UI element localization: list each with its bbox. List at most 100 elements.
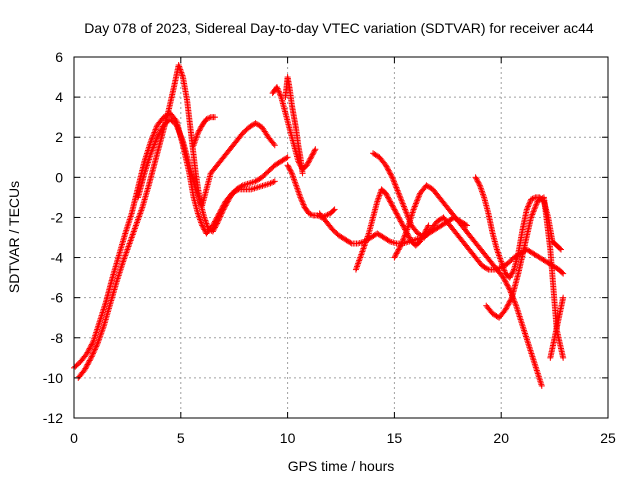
data-point	[387, 171, 394, 178]
data-point	[149, 145, 156, 152]
data-point	[394, 187, 401, 194]
data-point	[177, 132, 184, 139]
data-point	[528, 214, 535, 221]
data-point	[288, 168, 295, 175]
data-point	[385, 195, 392, 202]
data-point	[308, 211, 315, 218]
x-tick-label: 15	[387, 430, 403, 446]
data-point	[221, 205, 228, 212]
data-point	[405, 233, 412, 240]
data-point	[389, 175, 396, 182]
data-point	[401, 232, 408, 239]
data-point	[411, 204, 418, 211]
data-point	[152, 138, 159, 145]
data-point	[83, 350, 90, 357]
data-point	[324, 211, 331, 218]
y-tick-label: -8	[51, 330, 64, 346]
data-point	[529, 210, 536, 217]
data-point	[403, 209, 410, 216]
data-point	[394, 211, 401, 218]
data-point	[193, 189, 200, 196]
data-point	[425, 222, 432, 229]
data-point	[525, 203, 532, 210]
data-point	[323, 212, 330, 219]
data-point	[174, 123, 181, 130]
data-point	[88, 353, 95, 360]
data-point	[306, 156, 313, 163]
data-point	[400, 203, 407, 210]
data-point	[88, 341, 95, 348]
data-point	[506, 286, 513, 293]
data-point	[151, 128, 158, 135]
data-point	[402, 230, 409, 237]
data-point	[224, 199, 231, 206]
data-point	[386, 168, 393, 175]
data-point	[398, 197, 405, 204]
data-point	[157, 127, 164, 134]
data-point	[396, 245, 403, 252]
data-point	[507, 297, 514, 304]
data-point	[401, 233, 408, 240]
y-tick-label: -12	[43, 410, 63, 426]
data-point	[412, 200, 419, 207]
data-point	[412, 202, 419, 209]
data-point	[276, 91, 283, 98]
data-point	[394, 247, 401, 254]
x-tick-label: 0	[70, 430, 78, 446]
data-point	[84, 349, 91, 356]
data-point	[300, 201, 307, 208]
data-point	[85, 346, 92, 353]
data-point	[155, 132, 162, 139]
data-point	[270, 140, 277, 147]
data-point	[506, 274, 513, 281]
data-point	[209, 228, 216, 235]
data-point	[560, 354, 567, 361]
data-point	[464, 222, 471, 229]
data-point	[86, 345, 93, 352]
data-point	[402, 207, 409, 214]
data-point	[387, 199, 394, 206]
data-point	[299, 170, 306, 177]
data-point	[397, 194, 404, 201]
data-point	[393, 210, 400, 217]
data-point	[85, 348, 92, 355]
data-point	[196, 127, 203, 134]
data-point	[529, 211, 536, 218]
data-point	[84, 361, 91, 368]
y-tick-labels: -12 -10 -8 -6 -4 -2 0 2 4 6	[43, 49, 63, 426]
data-point	[86, 357, 93, 364]
data-point	[219, 207, 226, 214]
data-point	[174, 125, 181, 132]
data-point	[526, 200, 533, 207]
data-point	[398, 196, 405, 203]
data-point	[506, 285, 513, 292]
data-point	[215, 217, 222, 224]
y-tick-label: -2	[51, 209, 64, 225]
data-point	[297, 194, 304, 201]
data-point	[83, 364, 90, 371]
data-point	[388, 172, 395, 179]
data-point	[211, 225, 218, 232]
x-tick-label: 10	[280, 430, 296, 446]
data-point	[331, 206, 338, 213]
data-point	[388, 201, 395, 208]
data-point	[153, 125, 160, 132]
data-point	[196, 195, 203, 202]
data-point	[217, 212, 224, 219]
data-point	[275, 86, 282, 93]
data-point	[505, 301, 512, 308]
data-point	[392, 181, 399, 188]
y-tick-label: -6	[51, 290, 64, 306]
y-tick-label: 6	[55, 49, 63, 65]
data-point	[195, 193, 202, 200]
data-point	[155, 131, 162, 138]
data-point	[507, 273, 514, 280]
data-point	[91, 347, 98, 354]
data-point	[218, 210, 225, 217]
data-point	[88, 354, 95, 361]
data-point	[473, 177, 480, 184]
data-point	[392, 207, 399, 214]
data-point	[307, 155, 314, 162]
data-point	[384, 194, 391, 201]
data-point	[308, 154, 315, 161]
